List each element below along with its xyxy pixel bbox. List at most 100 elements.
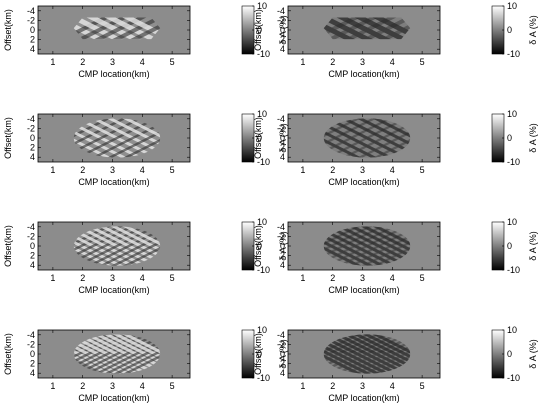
x-tick-label: 5 <box>170 381 175 391</box>
stripe-diag-b <box>97 334 161 374</box>
stripe-diag-b <box>323 17 380 40</box>
y-tick-label: 4 <box>30 260 35 270</box>
colorbar-tick-label: 0 <box>257 25 262 35</box>
y-tick-label: 4 <box>280 260 285 270</box>
y-tick-label: 2 <box>30 251 35 261</box>
stripe-diag-b <box>323 226 392 266</box>
x-tick-label: 3 <box>360 273 365 283</box>
stripe-diag-b <box>334 118 411 158</box>
colorbar-label: δ A (%) <box>278 15 288 45</box>
stripe-diag-b <box>323 226 380 266</box>
stripe-diag-b <box>330 226 411 266</box>
colorbar-tick-label: -10 <box>257 49 270 59</box>
x-tick-label: 5 <box>420 273 425 283</box>
x-axis-label: CMP location(km) <box>328 69 399 79</box>
y-tick-label: 0 <box>30 349 35 359</box>
colorbar-tick-label: 10 <box>257 325 267 335</box>
y-tick-label: 0 <box>280 25 285 35</box>
colorbar: 10 0 -10 δ A (%) <box>241 325 288 383</box>
stripe-diag-b <box>337 334 411 374</box>
x-tick-label: 3 <box>360 165 365 175</box>
x-axis-label: CMP location(km) <box>78 285 149 295</box>
x-tick-label: 4 <box>390 381 395 391</box>
x-tick-label: 2 <box>330 273 335 283</box>
y-tick-label: 2 <box>280 143 285 153</box>
stripe-diag-b <box>104 17 161 40</box>
colorbar-tick-label: 10 <box>507 325 517 335</box>
stripe-diag-b <box>86 17 161 40</box>
y-tick-label: 0 <box>30 241 35 251</box>
x-tick-label: 4 <box>140 381 145 391</box>
x-axis-label: CMP location(km) <box>328 177 399 187</box>
colorbar-tick-label: -10 <box>507 373 520 383</box>
colorbar: 10 0 -10 δ A (%) <box>241 217 288 275</box>
stripe-diag-b <box>356 334 411 374</box>
x-tick-label: 2 <box>80 381 85 391</box>
colorbar: 10 0 -10 δ A (%) <box>491 325 538 383</box>
stripe-diag-b <box>350 118 411 158</box>
colorbar: 10 0 -10 δ A (%) <box>491 217 538 275</box>
colorbar-tick-label: -10 <box>507 157 520 167</box>
colorbar-tick-label: 0 <box>507 133 512 143</box>
stripe-diag-b <box>87 334 161 374</box>
x-tick-label: 2 <box>330 381 335 391</box>
colorbar-tick-label: 0 <box>507 25 512 35</box>
colorbar: 10 0 -10 δ A (%) <box>491 1 538 59</box>
anomaly-pattern <box>323 17 411 40</box>
colorbar-label: δ A (%) <box>528 231 538 261</box>
y-tick-label: 4 <box>280 152 285 162</box>
x-tick-label: 5 <box>170 57 175 67</box>
y-tick-label: -4 <box>277 6 285 16</box>
stripe-diag-b <box>323 17 411 40</box>
colorbar-label: δ A (%) <box>528 339 538 369</box>
y-tick-label: 2 <box>30 143 35 153</box>
stripe-diag-b <box>84 118 161 158</box>
x-tick-label: 5 <box>420 381 425 391</box>
y-tick-label: 4 <box>30 368 35 378</box>
y-tick-label: 4 <box>30 44 35 54</box>
stripe-diag-b <box>73 226 130 266</box>
colorbar-label: δ A (%) <box>278 339 288 369</box>
stripe-diag-b <box>104 226 161 266</box>
x-tick-label: 5 <box>170 165 175 175</box>
y-tick-label: 4 <box>280 44 285 54</box>
x-tick-label: 2 <box>330 57 335 67</box>
y-tick-label: -4 <box>27 6 35 16</box>
y-tick-label: -2 <box>277 123 285 133</box>
x-tick-label: 5 <box>420 57 425 67</box>
x-axis-label: CMP location(km) <box>78 393 149 403</box>
colorbar-tick-label: -10 <box>257 265 270 275</box>
stripe-diag-b <box>73 17 130 40</box>
anomaly-pattern <box>73 118 161 158</box>
x-tick-label: 5 <box>170 273 175 283</box>
stripe-diag-b <box>354 226 411 266</box>
y-tick-label: 4 <box>30 152 35 162</box>
y-tick-label: -2 <box>27 231 35 241</box>
stripe-diag-b <box>100 118 161 158</box>
colorbar-tick-label: -10 <box>507 265 520 275</box>
y-tick-label: -2 <box>277 339 285 349</box>
stripe-diag-b <box>73 17 148 40</box>
y-tick-label: -4 <box>27 330 35 340</box>
y-tick-label: -4 <box>27 114 35 124</box>
stripe-diag-b <box>366 226 411 266</box>
stripe-diag-b <box>347 334 411 374</box>
y-axis-label: Offset(km) <box>3 333 13 375</box>
stripe-diag-b <box>92 226 161 266</box>
colorbar-tick-label: 10 <box>257 217 267 227</box>
stripe-diag-b <box>366 334 411 374</box>
x-tick-label: 1 <box>50 57 55 67</box>
x-tick-label: 3 <box>360 57 365 67</box>
stripe-diag-b <box>323 226 404 266</box>
x-tick-label: 4 <box>390 273 395 283</box>
y-tick-label: -4 <box>277 114 285 124</box>
x-tick-label: 4 <box>140 57 145 67</box>
y-tick-label: 4 <box>280 368 285 378</box>
x-axis-label: CMP location(km) <box>328 285 399 295</box>
stripe-diag-b <box>354 17 411 40</box>
